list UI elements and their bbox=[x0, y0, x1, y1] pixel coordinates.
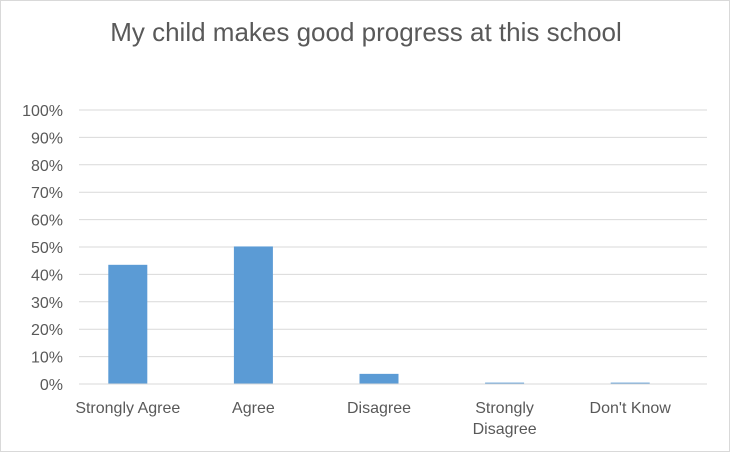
y-tick-label: 80% bbox=[31, 158, 63, 175]
y-tick-label: 90% bbox=[31, 130, 63, 147]
y-tick-label: 100% bbox=[22, 103, 63, 120]
bar bbox=[610, 382, 650, 384]
category-label: Strongly Disagree bbox=[473, 400, 537, 438]
y-tick-label: 30% bbox=[31, 295, 63, 312]
bar bbox=[233, 246, 273, 384]
category-labels: Strongly Agree Agree Disagree Strongly Disag… bbox=[75, 400, 671, 438]
y-tick-label: 0% bbox=[40, 377, 63, 394]
bar bbox=[359, 373, 399, 384]
bar bbox=[108, 264, 148, 384]
bars bbox=[108, 246, 650, 384]
y-axis-ticks: 0% 10% 20% 30% 40% 50% 60% 70% 80% 90% 100% bbox=[22, 103, 63, 394]
category-label: Strongly Agree bbox=[75, 400, 180, 417]
category-label: Don't Know bbox=[590, 400, 672, 417]
y-tick-label: 20% bbox=[31, 322, 63, 339]
category-label: Agree bbox=[232, 400, 275, 417]
y-tick-label: 60% bbox=[31, 213, 63, 230]
category-label: Disagree bbox=[347, 400, 411, 417]
y-tick-label: 40% bbox=[31, 267, 63, 284]
gridlines bbox=[79, 109, 707, 358]
y-tick-label: 70% bbox=[31, 185, 63, 202]
y-tick-label: 50% bbox=[31, 240, 63, 257]
bar bbox=[485, 382, 525, 384]
y-tick-label: 10% bbox=[31, 350, 63, 367]
